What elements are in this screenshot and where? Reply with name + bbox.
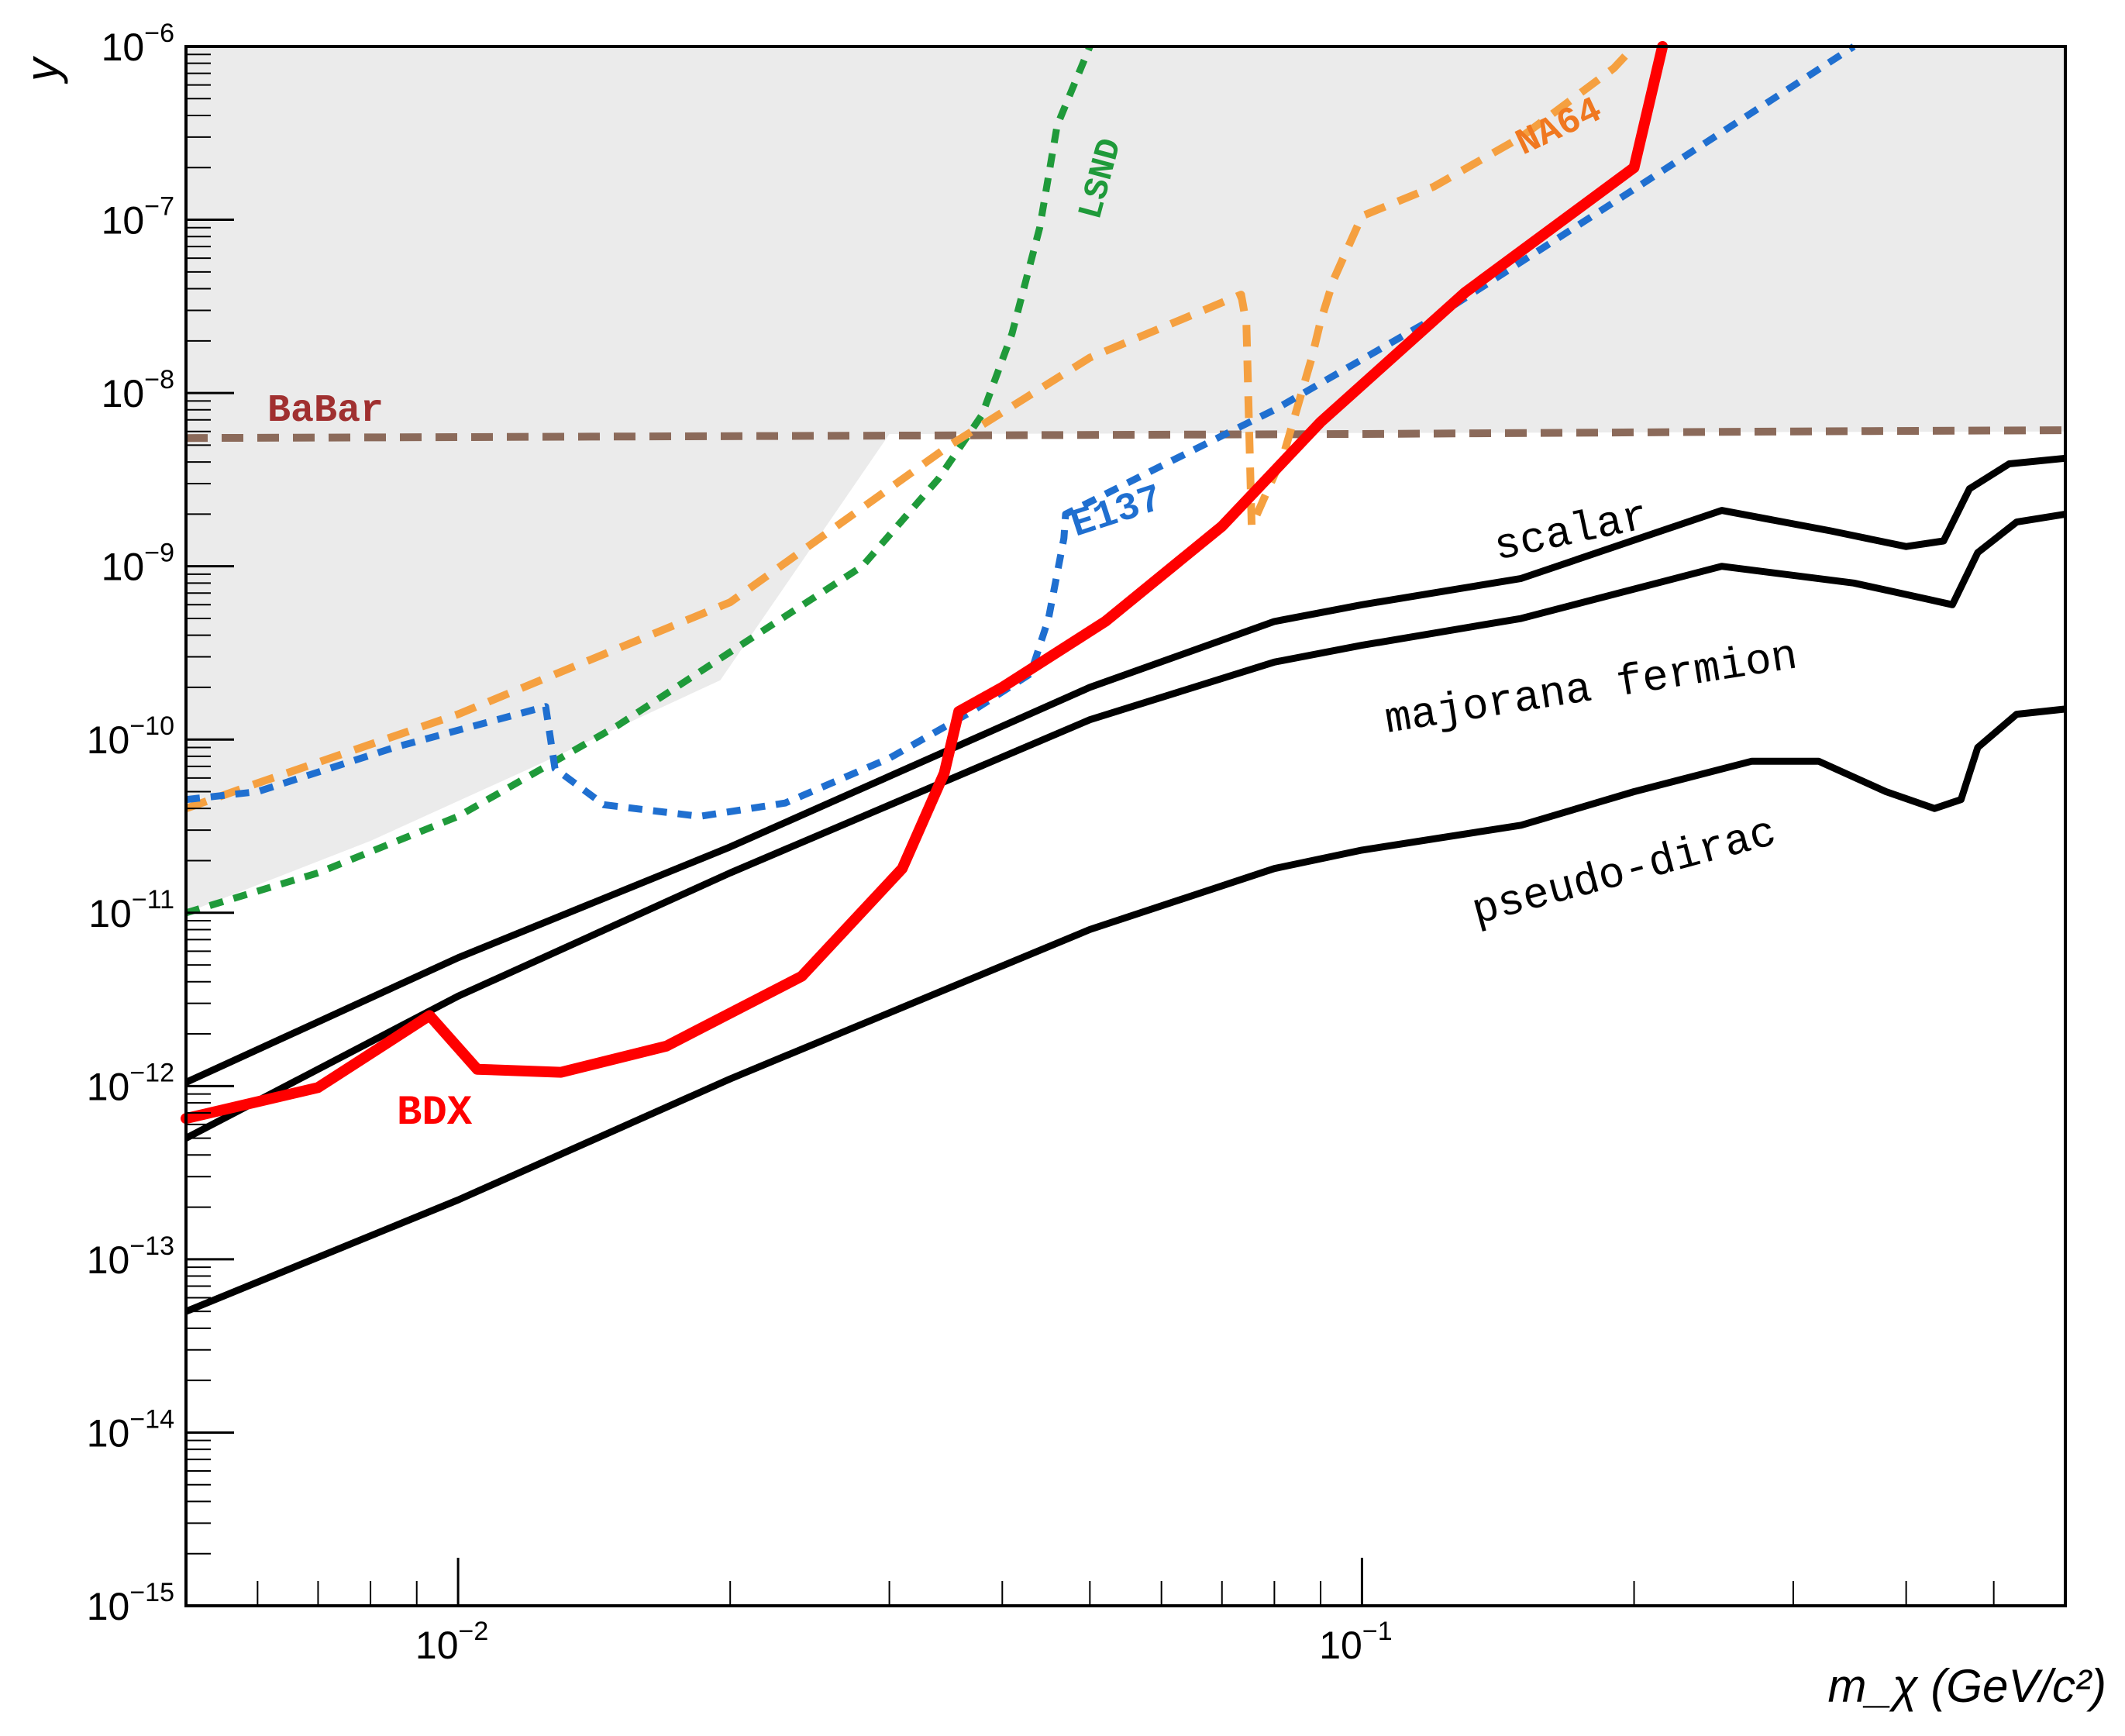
y-tick-label: 10−15 bbox=[87, 1578, 174, 1628]
series-majorana-fermion-line bbox=[184, 510, 2066, 1142]
series-lsnd-line bbox=[184, 45, 1093, 917]
series-scalar-line bbox=[184, 454, 2066, 1086]
label-bdx: BDX bbox=[397, 1090, 473, 1137]
label-majorana: majorana fermion bbox=[1382, 631, 1801, 745]
x-tick-label: 10−1 bbox=[1319, 1617, 1392, 1667]
plot-frame bbox=[184, 45, 2067, 1607]
y-tick-label: 10−11 bbox=[88, 885, 174, 935]
label-babar: BaBar bbox=[267, 389, 384, 433]
y-tick-label: 10−9 bbox=[102, 539, 174, 589]
y-tick-label: 10−10 bbox=[87, 711, 174, 762]
y-tick-label: 10−14 bbox=[87, 1404, 174, 1455]
y-axis-title: y bbox=[16, 55, 68, 84]
y-tick-label: 10−8 bbox=[102, 365, 174, 415]
series-layer bbox=[181, 41, 2066, 1315]
y-tick-label: 10−6 bbox=[102, 19, 174, 69]
series-pseudo-dirac-line bbox=[184, 705, 2066, 1315]
series-babar-line bbox=[185, 426, 2066, 443]
x-axis-title: m_χ (GeV/c²) bbox=[1828, 1660, 2106, 1712]
axes-layer: 10−6 10−7 10−8 10−9 10−10 10−11 10−12 10−13 10−1… bbox=[87, 19, 1995, 1667]
excluded-region bbox=[186, 46, 2065, 913]
series-na64-line bbox=[184, 43, 1638, 812]
y-tick-label: 10−12 bbox=[87, 1058, 174, 1108]
series-bdx-line bbox=[181, 41, 1669, 1125]
y-tick-label: 10−7 bbox=[102, 192, 174, 243]
x-tick-label: 10−2 bbox=[415, 1617, 488, 1667]
series-e137-line bbox=[185, 43, 1856, 820]
y-tick-label: 10−13 bbox=[87, 1231, 174, 1282]
